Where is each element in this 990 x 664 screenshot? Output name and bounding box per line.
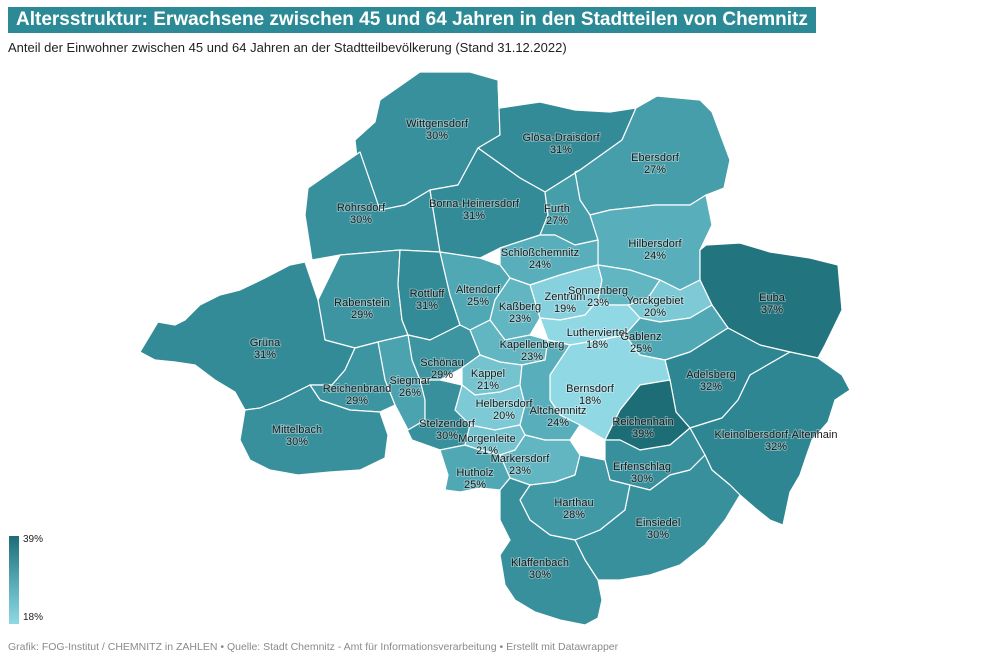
district-value-roehrsdorf: 30% (350, 214, 372, 226)
legend-min-label: 18% (23, 612, 44, 623)
district-value-lutherviertel: 18% (586, 339, 608, 351)
district-label-roehrsdorf: Röhrsdorf (337, 202, 386, 214)
district-value-mittelbach: 30% (286, 436, 308, 448)
district-label-klaffenbach: Klaffenbach (511, 557, 569, 569)
district-value-bernsdorf: 18% (579, 395, 601, 407)
district-label-adelsberg: Adelsberg (686, 369, 736, 381)
district-altchemnitz[interactable] (519, 339, 581, 441)
district-label-kappel: Kappel (471, 368, 505, 380)
district-value-reichenbrand: 29% (346, 395, 368, 407)
district-value-klaffenbach: 30% (529, 569, 551, 581)
district-label-lutherviertel: Lutherviertel (567, 327, 628, 339)
map-title: Altersstruktur: Erwachsene zwischen 45 u… (8, 7, 816, 33)
district-label-hutholz: Hutholz (456, 467, 493, 479)
district-label-erfenschlag: Erfenschlag (613, 461, 671, 473)
district-label-rottluff: Rottluff (410, 288, 446, 300)
district-value-furth: 27% (546, 215, 568, 227)
district-value-gruena: 31% (254, 349, 276, 361)
district-label-yorckgebiet: Yorckgebiet (626, 295, 683, 307)
district-label-wittgensdorf: Wittgensdorf (406, 118, 469, 130)
district-value-morgenleite: 21% (476, 445, 498, 457)
district-value-kassberg: 23% (509, 313, 531, 325)
district-value-schoenau: 29% (431, 369, 453, 381)
district-label-kleinolbersdorf-altenhain: Kleinolbersdorf-Altenhain (715, 429, 838, 441)
legend-max-label: 39% (23, 534, 44, 545)
district-label-altendorf: Altendorf (456, 284, 501, 296)
district-value-hilbersdorf: 24% (644, 250, 666, 262)
district-label-gloesa-draisdorf: Glösa-Draisdorf (522, 132, 600, 144)
district-label-altchemnitz: Altchemnitz (530, 405, 587, 417)
district-value-stelzendorf: 30% (436, 430, 458, 442)
district-label-gruena: Grüna (250, 337, 281, 349)
district-value-borna-heinersdorf: 31% (463, 210, 485, 222)
district-label-reichenbrand: Reichenbrand (323, 383, 392, 395)
district-value-markersdorf: 23% (509, 465, 531, 477)
district-value-erfenschlag: 30% (631, 473, 653, 485)
district-value-kapellenberg: 23% (521, 351, 543, 363)
district-label-markersdorf: Markersdorf (491, 453, 551, 465)
district-value-helbersdorf: 20% (493, 410, 515, 422)
district-value-einsiedel: 30% (647, 529, 669, 541)
district-label-hilbersdorf: Hilbersdorf (628, 238, 682, 250)
district-value-hutholz: 25% (464, 479, 486, 491)
district-label-kapellenberg: Kapellenberg (500, 339, 565, 351)
district-value-zentrum: 19% (554, 303, 576, 315)
district-label-siegmar: Siegmar (390, 375, 431, 387)
district-einsiedel[interactable] (574, 454, 741, 581)
district-label-schlosschemnitz: Schloßchemnitz (501, 247, 579, 259)
district-label-borna-heinersdorf: Borna-Heinersdorf (429, 198, 520, 210)
district-value-harthau: 28% (563, 509, 585, 521)
district-value-rabenstein: 29% (351, 309, 373, 321)
district-label-reichenhain: Reichenhain (612, 416, 673, 428)
district-kleinolbersdorf-altenhain[interactable] (689, 351, 851, 526)
district-value-sonnenberg: 23% (587, 297, 609, 309)
district-label-sonnenberg: Sonnenberg (568, 285, 628, 297)
district-mittelbach[interactable] (239, 384, 389, 476)
district-label-mittelbach: Mittelbach (272, 424, 322, 436)
district-value-yorckgebiet: 20% (644, 307, 666, 319)
district-value-gablenz: 25% (630, 343, 652, 355)
district-label-bernsdorf: Bernsdorf (566, 383, 615, 395)
district-label-rabenstein: Rabenstein (334, 297, 390, 309)
district-label-ebersdorf: Ebersdorf (631, 152, 680, 164)
district-value-schlosschemnitz: 24% (529, 259, 551, 271)
district-value-wittgensdorf: 30% (426, 130, 448, 142)
district-value-reichenhain: 39% (632, 428, 654, 440)
district-label-harthau: Harthau (554, 497, 593, 509)
district-value-ebersdorf: 27% (644, 164, 666, 176)
district-label-helbersdorf: Helbersdorf (476, 398, 534, 410)
district-label-stelzendorf: Stelzendorf (419, 418, 476, 430)
source-footer: Grafik: FOG-Institut / CHEMNITZ in ZAHLE… (8, 641, 619, 653)
district-label-morgenleite: Morgenleite (458, 433, 515, 445)
district-value-euba: 37% (761, 304, 783, 316)
district-label-furth: Furth (544, 203, 570, 215)
district-value-kappel: 21% (477, 380, 499, 392)
district-label-kassberg: Kaßberg (499, 301, 541, 313)
map-subtitle: Anteil der Einwohner zwischen 45 und 64 … (8, 40, 567, 55)
district-label-gablenz: Gablenz (621, 331, 662, 343)
district-value-adelsberg: 32% (700, 381, 722, 393)
district-value-kleinolbersdorf-altenhain: 32% (765, 441, 787, 453)
district-label-einsiedel: Einsiedel (636, 517, 681, 529)
district-value-rottluff: 31% (416, 300, 438, 312)
legend-color-scale (9, 536, 19, 624)
district-value-altchemnitz: 24% (547, 417, 569, 429)
district-value-altendorf: 25% (467, 296, 489, 308)
district-klaffenbach[interactable] (499, 477, 603, 626)
district-value-gloesa-draisdorf: 31% (550, 144, 572, 156)
district-label-schoenau: Schönau (420, 357, 463, 369)
district-value-siegmar: 26% (399, 387, 421, 399)
district-label-zentrum: Zentrum (545, 291, 586, 303)
district-label-euba: Euba (759, 292, 786, 304)
